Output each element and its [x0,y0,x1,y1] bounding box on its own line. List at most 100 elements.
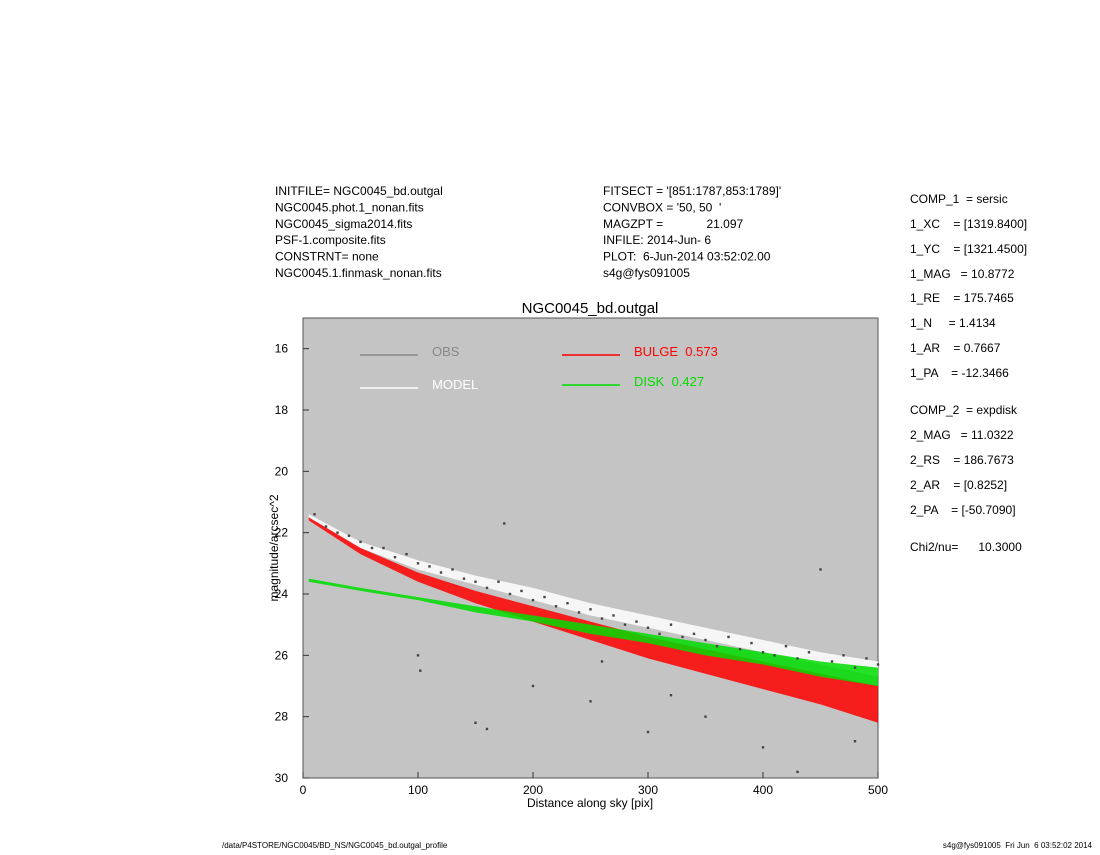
x-tick-label: 400 [753,783,773,797]
parameter-line: 1_RE = 175.7465 [910,291,1014,305]
obs-point [761,651,765,654]
y-tick-label: 22 [275,526,289,540]
parameter-line: COMP_2 = expdisk [910,403,1018,417]
parameter-line: 1_MAG = 10.8772 [910,267,1015,281]
header-left-line: NGC0045.1.finmask_nonan.fits [275,266,442,280]
obs-point [704,715,707,718]
obs-point [393,556,397,559]
obs-point [485,727,489,731]
obs-point [566,602,569,605]
header-middle-line: CONVBOX = '50, 50 ' [603,200,721,214]
obs-point [646,730,650,734]
y-tick-label: 26 [275,648,289,662]
obs-point [796,657,799,660]
obs-point [347,534,351,537]
obs-point [359,540,362,544]
obs-point [865,657,868,660]
header-left-line: NGC0045.phot.1_nonan.fits [275,200,424,214]
obs-point [554,605,558,608]
obs-point [531,684,535,688]
obs-point [474,721,477,724]
obs-point [623,623,627,626]
obs-point [692,632,696,636]
obs-point [589,608,592,611]
header-middle-line: INFILE: 2014-Jun- 6 [603,233,711,247]
parameter-line: 2_PA = [-50.7090] [910,503,1016,517]
parameter-line: 1_PA = -12.3466 [910,366,1009,380]
obs-point [612,614,615,617]
obs-point [738,648,742,651]
header-left-line: NGC0045_sigma2014.fits [275,217,412,231]
obs-point [405,552,408,556]
obs-point [451,568,454,571]
obs-point [784,644,788,648]
obs-point [807,651,811,654]
obs-point [313,513,316,516]
plot-area [302,317,879,779]
header-middle-line: MAGZPT = 21.097 [603,217,743,231]
obs-point [876,663,880,666]
obs-point [382,546,385,550]
obs-point [853,740,857,743]
y-tick-label: 18 [275,403,289,417]
y-axis-label: magnitude/arcsec^2 [267,494,281,601]
obs-point [508,592,512,596]
obs-point [589,700,592,703]
obs-point [462,577,466,580]
legend-label: MODEL [432,377,478,392]
parameter-line: COMP_1 = sersic [910,192,1008,206]
profile-band [308,517,878,723]
footer-left: /data/P4STORE/NGC0045/BD_NS/NGC0045_bd.o… [222,841,448,850]
obs-point [658,632,661,636]
obs-point [842,654,845,657]
footer-right: s4g@fys091005 Fri Jun 6 03:52:02 2014 [943,841,1093,850]
header-left-line: INITFILE= NGC0045_bd.outgal [275,184,443,198]
obs-point [750,641,753,645]
legend-label: DISK 0.427 [634,374,704,389]
profile-band [308,578,878,686]
obs-point [704,638,707,642]
obs-point [577,611,581,614]
obs-point [416,654,420,657]
legend-label: BULGE 0.573 [634,344,718,359]
x-tick-label: 100 [408,783,428,797]
obs-point [474,580,477,583]
parameter-line: Chi2/nu= 10.3000 [910,540,1022,554]
obs-point [761,746,765,749]
obs-point [669,623,673,626]
y-tick-label: 24 [275,587,289,601]
header-middle-line: FITSECT = '[851:1787,853:1789]' [603,184,781,198]
parameter-line: 2_RS = 186.7673 [910,453,1014,467]
obs-point [819,568,822,571]
obs-point [727,635,730,639]
header-middle-line: s4g@fys091005 [603,266,690,280]
parameter-line: 2_AR = [0.8252] [910,478,1007,492]
obs-point [600,660,604,663]
obs-point [503,522,506,525]
legend-label: OBS [432,344,460,359]
obs-point [370,546,374,550]
profile-band [308,514,878,677]
obs-point [336,531,339,534]
obs-point [543,595,546,599]
x-tick-label: 0 [300,783,307,797]
obs-point [531,598,535,602]
obs-point [830,660,834,663]
parameter-line: 1_AR = 0.7667 [910,341,1001,355]
obs-point [419,669,422,672]
y-tick-label: 28 [275,710,289,724]
x-tick-label: 200 [523,783,543,797]
parameter-line: 1_YC = [1321.4500] [910,242,1027,256]
obs-point [853,666,857,669]
x-tick-label: 500 [868,783,888,797]
x-tick-label: 300 [638,783,658,797]
y-tick-label: 20 [275,464,289,478]
obs-point [520,589,523,593]
x-axis-label: Distance along sky [pix] [527,796,653,810]
y-tick-label: 30 [275,771,289,785]
obs-point [669,694,673,697]
obs-point [646,626,650,629]
parameter-line: 1_XC = [1319.8400] [910,217,1027,231]
obs-point [416,562,420,565]
